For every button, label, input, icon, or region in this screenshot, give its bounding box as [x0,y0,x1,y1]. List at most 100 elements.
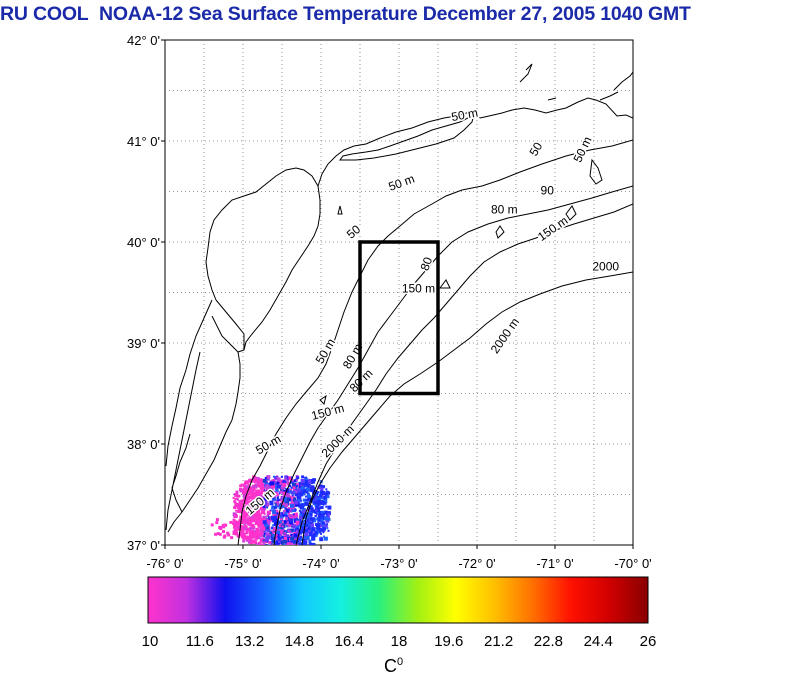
sst-pixel [271,484,275,489]
sst-pixel [253,507,257,511]
sst-pixel [291,543,296,545]
sst-pixel [320,519,324,523]
sst-pixel [222,530,225,533]
sst-pixel [269,501,274,506]
sst-pixel [290,533,293,536]
sst-pixel [298,502,301,505]
sst-pixel [219,527,223,530]
sst-pixel [295,543,299,545]
sst-pixel [280,479,283,482]
sst-pixel [303,482,307,487]
lat-tick-label: 39° 0' [127,336,160,351]
sst-pixel [261,502,265,506]
sst-pixel [222,525,226,529]
sst-pixel [315,509,318,512]
sst-pixel [256,493,259,497]
sst-pixel [238,500,242,504]
sst-pixel [290,528,294,532]
sst-pixel [242,483,246,487]
sst-pixel [320,513,322,516]
sst-pixel [291,490,295,494]
colorbar-tick-label: 11.6 [185,633,214,650]
sst-pixel [298,492,302,496]
sst-pixel [226,531,230,535]
sst-pixel [266,506,269,509]
sst-pixel [267,500,270,503]
sst-pixel [303,519,306,522]
sst-pixel [317,497,320,500]
sst-pixel [265,518,269,522]
sst-pixel [285,517,289,521]
sst-pixel [277,504,281,507]
sst-pixel [242,539,246,543]
sst-pixel [251,503,254,506]
sst-pixel [257,532,262,537]
sst-pixel [263,512,266,515]
sst-pixel [322,531,325,534]
sst-pixel [222,535,226,539]
colorbar-tick-label: 21.2 [483,633,514,650]
sst-pixel [293,479,297,483]
sst-pixel [302,512,306,516]
sst-pixel [242,493,247,498]
colorbar-tick-label: 24.4 [583,633,613,650]
isobath-label: 2000 [592,259,619,273]
sst-pixel [274,541,277,545]
sst-pixel [316,499,321,504]
sst-pixel [261,523,266,528]
sst-pixel [317,521,320,523]
sst-pixel [252,507,255,510]
sst-pixel [236,498,239,501]
sst-pixel [294,527,299,532]
sst-pixel [304,532,308,536]
sst-pixel [281,543,284,545]
sst-pixel [301,475,305,479]
sst-pixel [325,491,328,494]
sst-pixel [227,533,231,537]
sst-pixel [257,515,262,520]
sst-pixel [241,530,245,533]
sst-pixel [308,479,312,484]
sst-pixel [303,528,308,532]
sst-pixel [275,533,280,538]
sst-pixel [294,490,298,494]
isobath-label: 80 m [491,203,518,217]
sst-pixel [232,522,236,526]
title-satellite: NOAA-12 [98,3,184,25]
sst-pixel [274,477,276,480]
sst-pixel [271,539,276,544]
sst-pixel [306,520,309,522]
sst-pixel [283,533,287,537]
lon-tick-label: -75° 0' [224,556,261,571]
sst-pixel [269,531,273,535]
sst-pixel [266,512,270,516]
sst-pixel [302,508,304,511]
sst-pixel [252,504,257,509]
sst-pixel [278,498,281,501]
sst-pixel [305,480,308,483]
sst-pixel [238,505,241,508]
sst-pixel [271,526,275,530]
sst-pixel [322,526,327,531]
sst-pixel [248,504,251,507]
sst-pixel [281,523,286,528]
sst-pixel [251,497,256,502]
sst-pixel [244,485,249,490]
colorbar-tick-label: 10 [141,633,159,650]
sst-pixel [232,512,237,517]
sst-pixel [296,476,300,480]
sst-pixel [319,524,323,528]
sst-pixel [287,508,290,511]
sst-pixel [286,542,291,545]
sst-pixel [274,536,278,540]
sst-pixel [319,490,323,494]
sst-pixel [319,537,324,542]
sst-pixel [268,540,272,544]
colorbar-tick-label: 13.2 [234,633,265,650]
sst-pixel [311,479,316,484]
sst-pixel [253,484,258,489]
colorbar-tick-label: 19.6 [434,633,464,650]
sst-pixel [284,512,288,516]
sst-pixel [269,509,272,512]
sst-pixel [265,529,268,531]
